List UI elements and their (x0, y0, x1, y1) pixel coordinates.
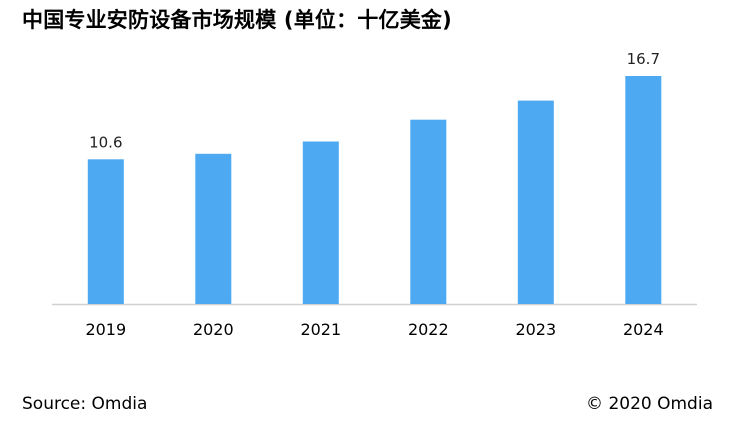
x-tick-label-2024: 2024 (623, 320, 664, 339)
x-tick-label-2021: 2021 (300, 320, 341, 339)
data-label-2024: 16.7 (627, 50, 660, 68)
data-label-2019: 10.6 (89, 133, 122, 151)
bar-2024 (625, 76, 662, 304)
x-tick-label-2022: 2022 (408, 320, 449, 339)
bar-2020 (195, 153, 232, 304)
copyright-note: © 2020 Omdia (586, 394, 713, 414)
bar-2019 (87, 159, 124, 304)
x-tick-label-2019: 2019 (85, 320, 126, 339)
bar-2023 (517, 100, 554, 304)
source-note: Source: Omdia (22, 394, 148, 414)
x-tick-label-2020: 2020 (193, 320, 234, 339)
x-tick-label-2023: 2023 (515, 320, 556, 339)
bar-2021 (302, 141, 339, 304)
chart-title: 中国专业安防设备市场规模 (单位：十亿美金) (22, 8, 452, 32)
bar-2022 (410, 119, 447, 304)
